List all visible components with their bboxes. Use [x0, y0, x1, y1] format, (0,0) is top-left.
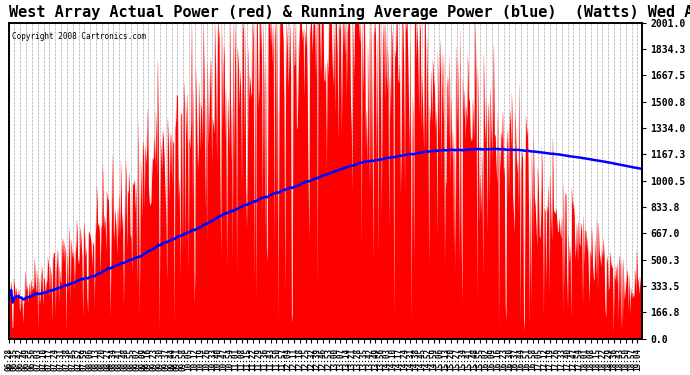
Text: West Array Actual Power (red) & Running Average Power (blue)  (Watts) Wed Apr 2 : West Array Actual Power (red) & Running …	[9, 4, 690, 20]
Text: Copyright 2008 Cartronics.com: Copyright 2008 Cartronics.com	[12, 32, 146, 41]
